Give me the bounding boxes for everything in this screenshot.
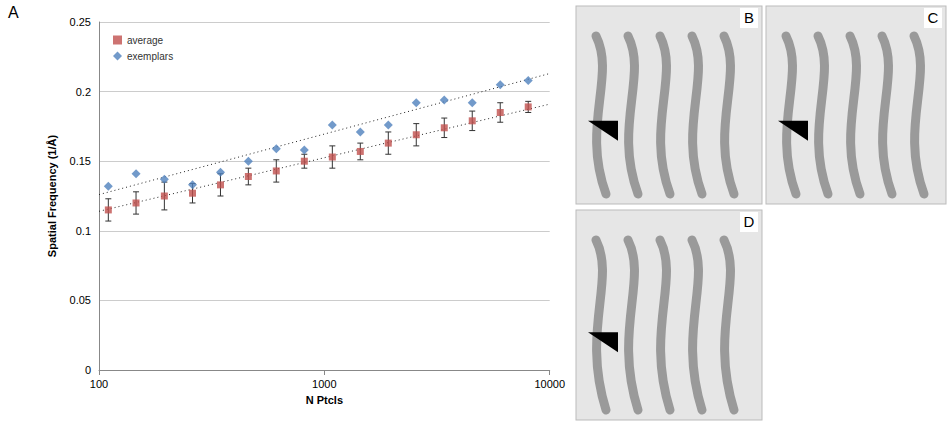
svg-text:N Ptcls: N Ptcls <box>306 394 343 406</box>
svg-text:1000: 1000 <box>312 378 336 390</box>
svg-text:0.2: 0.2 <box>76 86 91 98</box>
svg-text:0.1: 0.1 <box>76 225 91 237</box>
svg-text:0.25: 0.25 <box>70 16 91 28</box>
svg-text:10000: 10000 <box>534 378 565 390</box>
svg-text:B: B <box>744 9 754 26</box>
svg-text:A: A <box>8 4 19 21</box>
svg-text:0.15: 0.15 <box>70 155 91 167</box>
svg-text:C: C <box>928 9 939 26</box>
svg-text:100: 100 <box>90 378 108 390</box>
svg-text:exemplars: exemplars <box>127 51 173 62</box>
svg-text:average: average <box>127 35 164 46</box>
svg-text:Spatial Frequency (1/Å): Spatial Frequency (1/Å) <box>46 135 58 258</box>
svg-text:0: 0 <box>85 364 91 376</box>
svg-text:D: D <box>744 213 755 230</box>
svg-text:0.05: 0.05 <box>70 294 91 306</box>
